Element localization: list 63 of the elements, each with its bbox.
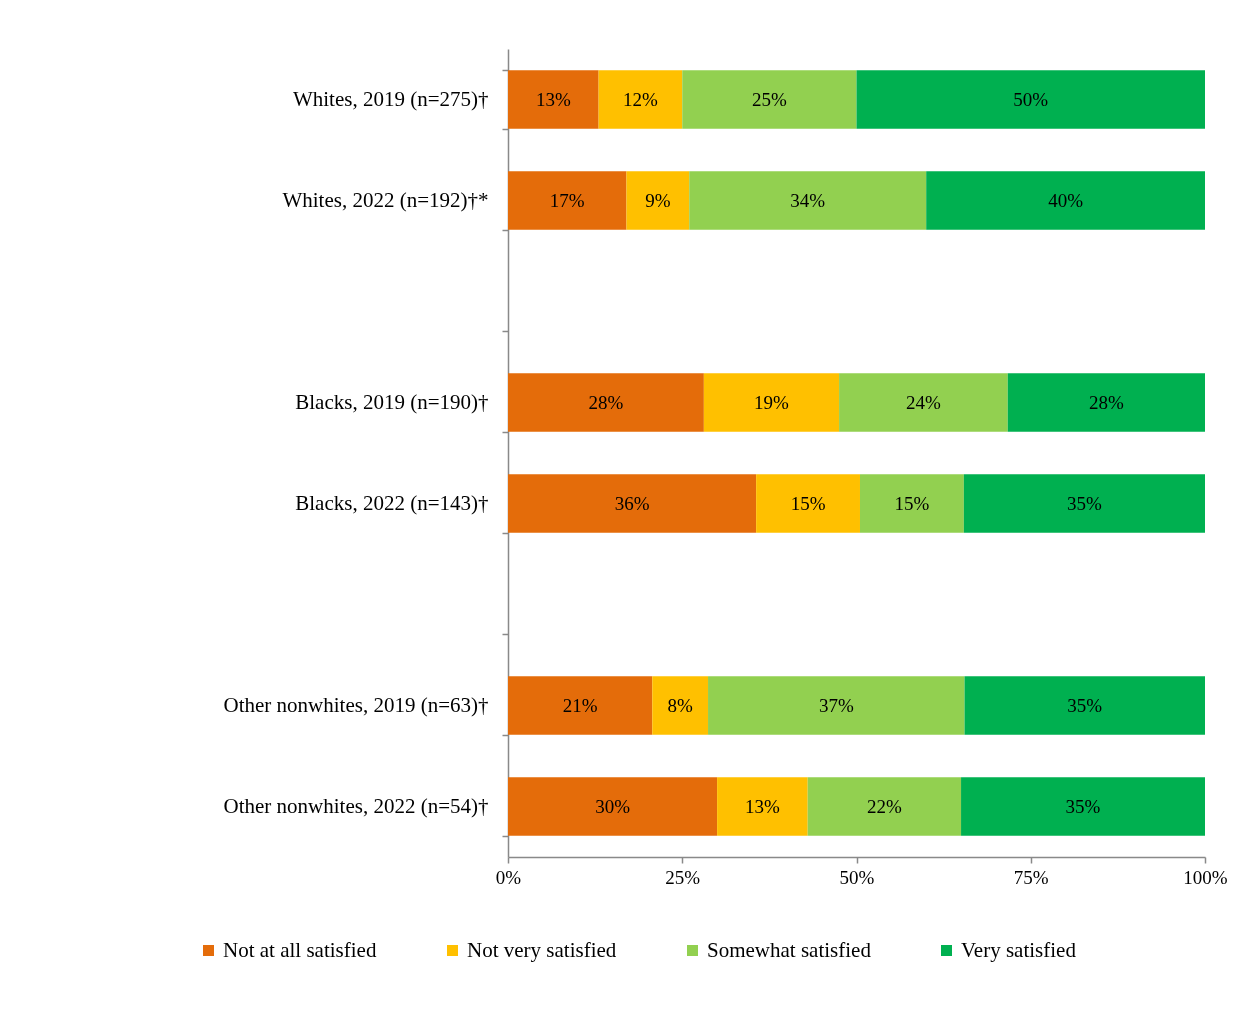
data-label: 35% xyxy=(1065,795,1101,817)
y-tick-label: Other nonwhites, 2022 (n=54)† xyxy=(223,794,489,818)
data-label: 21% xyxy=(562,694,598,716)
bar xyxy=(689,171,927,230)
data-label: 37% xyxy=(818,694,854,716)
bar xyxy=(856,70,1205,129)
y-tick-label: Blacks, 2019 (n=190)† xyxy=(295,390,489,414)
data-label: 24% xyxy=(906,391,941,413)
data-label: 35% xyxy=(1067,694,1103,716)
legend-label: Not very satisfied xyxy=(467,937,617,962)
data-label: 34% xyxy=(790,189,826,211)
data-label: 19% xyxy=(754,391,790,413)
data-label: 13% xyxy=(535,88,571,110)
y-tick-label: Other nonwhites, 2019 (n=63)† xyxy=(223,693,489,717)
x-tick-label: 0% xyxy=(495,866,522,888)
data-label: 15% xyxy=(894,492,930,514)
data-label: 13% xyxy=(744,795,780,817)
data-label: 8% xyxy=(667,694,693,716)
legend-label: Not at all satisfied xyxy=(223,937,377,962)
data-label: 50% xyxy=(1013,88,1049,110)
data-label: 28% xyxy=(588,391,624,413)
bar xyxy=(1007,373,1205,432)
bar xyxy=(839,373,1008,432)
legend-label: Somewhat satisfied xyxy=(707,937,872,962)
bar xyxy=(703,373,840,432)
bar xyxy=(708,676,965,735)
bar xyxy=(807,777,962,836)
y-tick-label: Blacks, 2022 (n=143)† xyxy=(295,491,489,515)
x-tick-label: 50% xyxy=(839,866,875,888)
bar xyxy=(926,171,1205,230)
data-label: 35% xyxy=(1067,492,1102,514)
x-tick-label: 25% xyxy=(665,866,701,888)
data-label: 17% xyxy=(549,189,585,211)
bar xyxy=(963,474,1205,533)
data-label: 12% xyxy=(623,88,659,110)
bar xyxy=(508,70,599,129)
bar xyxy=(598,70,683,129)
bar xyxy=(652,676,709,735)
data-label: 28% xyxy=(1088,391,1124,413)
bar xyxy=(626,171,690,230)
bar xyxy=(964,676,1205,735)
data-label: 36% xyxy=(614,492,650,514)
bar xyxy=(682,70,857,129)
bar xyxy=(756,474,860,533)
data-label: 9% xyxy=(645,189,671,211)
bar xyxy=(508,676,653,735)
bar xyxy=(508,373,704,432)
bar xyxy=(961,777,1205,836)
y-tick-label: Whites, 2019 (n=275)† xyxy=(292,87,489,111)
bar xyxy=(859,474,964,533)
bar xyxy=(508,171,627,230)
data-label: 30% xyxy=(595,795,631,817)
legend-label: Very satisfied xyxy=(961,937,1077,962)
bar xyxy=(717,777,808,836)
y-tick-label: Whites, 2022 (n=192)†* xyxy=(282,188,489,212)
data-label: 15% xyxy=(790,492,826,514)
x-tick-label: 75% xyxy=(1013,866,1049,888)
data-label: 25% xyxy=(751,88,787,110)
bar xyxy=(508,474,757,533)
data-label: 40% xyxy=(1048,189,1084,211)
x-tick-label: 100% xyxy=(1183,866,1228,888)
data-label: 22% xyxy=(866,795,902,817)
bar xyxy=(508,777,718,836)
